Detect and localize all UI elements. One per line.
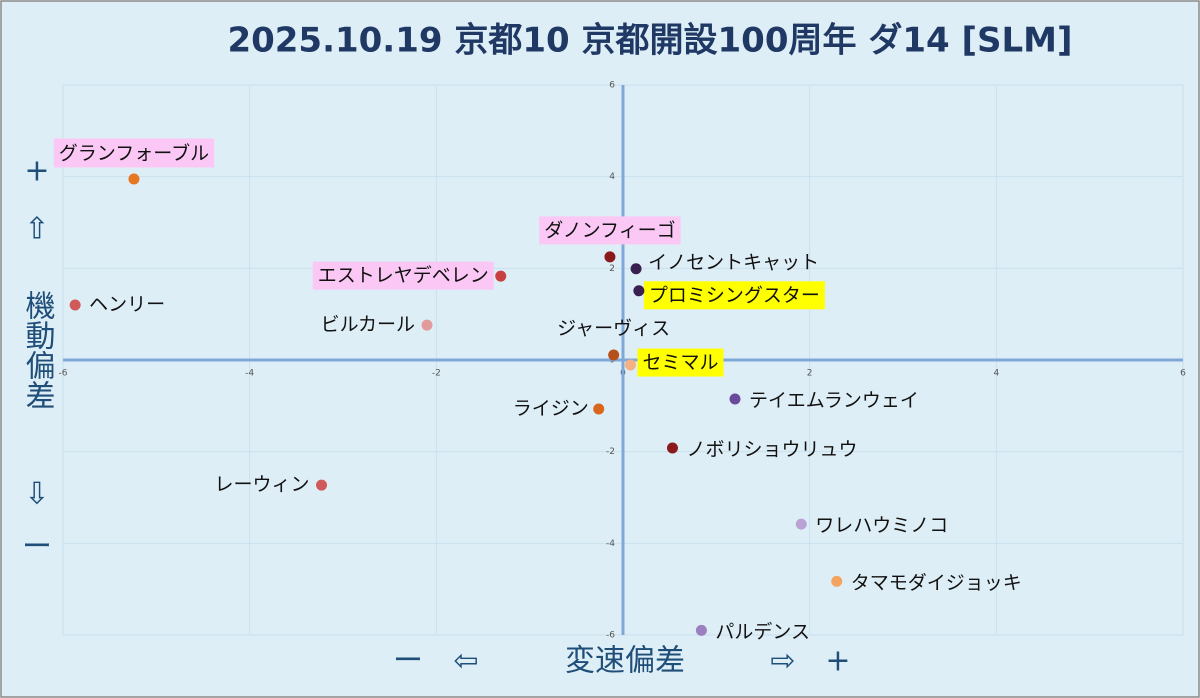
point-label: エストレヤデベレン xyxy=(318,265,489,287)
chart-title: 2025.10.19 京都10 京都開設100周年 ダ14 [SLM] xyxy=(227,21,1072,61)
y-axis-label: 機動偏差 xyxy=(20,290,56,410)
point xyxy=(729,393,741,405)
x-right: ⇨ xyxy=(770,644,795,679)
point-group: ワレハウミノコ xyxy=(795,515,948,537)
x-tick-label: -6 xyxy=(59,369,68,379)
point-group: テイエムランウェイ xyxy=(729,389,919,411)
point-group: タマモダイジョッキ xyxy=(831,572,1022,594)
point xyxy=(630,263,642,275)
point xyxy=(633,285,645,297)
x-left: ⇦ xyxy=(453,644,478,679)
point-label: プロミシングスター xyxy=(649,284,820,306)
point-group: プロミシングスター xyxy=(633,281,825,310)
point-label: ライジン xyxy=(513,398,589,420)
point xyxy=(316,479,328,491)
point-label: ノボリショウリュウ xyxy=(686,439,857,461)
y-tick-label: -2 xyxy=(606,447,615,457)
point-group: ヘンリー xyxy=(69,294,165,316)
point-group: レーウィン xyxy=(215,474,328,496)
point xyxy=(831,575,843,587)
point xyxy=(608,349,620,361)
point-label: ジャーヴィス xyxy=(557,317,670,339)
label-highlight xyxy=(643,281,825,310)
y-tick-label: 6 xyxy=(609,81,615,91)
label-highlight xyxy=(312,261,494,290)
point xyxy=(128,173,140,185)
point-label: パルデンス xyxy=(715,621,810,643)
point-group: セミマル xyxy=(624,348,724,377)
point-group: グランフォーブル xyxy=(53,138,215,185)
point xyxy=(695,624,707,636)
point-group: ライジン xyxy=(513,398,605,420)
x-axis-label: 変速偏差 xyxy=(565,644,685,679)
point-group: ノボリショウリュウ xyxy=(666,439,857,461)
y-tick-label: -6 xyxy=(606,631,615,641)
label-highlight xyxy=(539,216,681,245)
point-label: テイエムランウェイ xyxy=(749,389,919,411)
point-label: イノセントキャット xyxy=(648,251,819,273)
point-group: エストレヤデベレン xyxy=(312,261,507,290)
label-highlight xyxy=(637,348,724,377)
point-label: ワレハウミノコ xyxy=(815,515,948,537)
x-minus: ー xyxy=(393,644,423,679)
point-group: イノセントキャット xyxy=(630,251,819,275)
point-label: レーウィン xyxy=(215,474,310,496)
y-tick-label: 2 xyxy=(609,264,615,274)
point xyxy=(421,319,433,331)
y-minus: ー xyxy=(22,530,52,565)
label-highlight xyxy=(53,138,215,168)
point-group: ダノンフィーゴ xyxy=(539,216,681,263)
point xyxy=(604,251,616,263)
point-label: タマモダイジョッキ xyxy=(851,572,1022,594)
y-plus: + xyxy=(24,154,49,189)
x-tick-label: -2 xyxy=(432,369,441,379)
point-label: ヘンリー xyxy=(89,294,165,316)
x-tick-label: 4 xyxy=(993,369,999,379)
y-tick-label: -4 xyxy=(606,539,615,549)
x-tick-label: 6 xyxy=(1180,369,1186,379)
x-tick-label: 2 xyxy=(807,369,813,379)
y-tick-label: 4 xyxy=(609,172,615,182)
point-label: セミマル xyxy=(642,352,718,374)
x-plus: + xyxy=(825,644,850,679)
y-up: ⇧ xyxy=(24,212,49,247)
point-label: ダノンフィーゴ xyxy=(544,219,675,241)
point-group: パルデンス xyxy=(695,621,810,643)
y-down: ⇩ xyxy=(24,477,49,512)
point xyxy=(624,359,636,371)
point xyxy=(593,403,605,415)
point xyxy=(795,518,807,530)
point-label: ビルカール xyxy=(321,314,415,336)
point-label: グランフォーブル xyxy=(59,141,209,164)
x-tick-label: -4 xyxy=(245,369,254,379)
point-group: ビルカール xyxy=(321,314,433,336)
point xyxy=(666,442,678,454)
point xyxy=(69,299,81,311)
point-group: ジャーヴィス xyxy=(557,317,670,361)
point xyxy=(495,270,507,282)
